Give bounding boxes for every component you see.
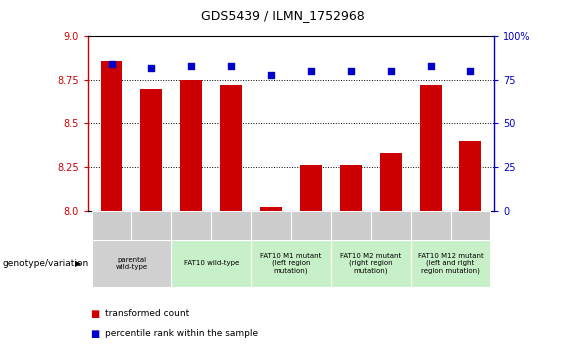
- Bar: [132, 211, 171, 240]
- Text: transformed count: transformed count: [105, 310, 189, 318]
- Bar: [411, 240, 490, 287]
- Bar: [450, 211, 490, 240]
- Point: [187, 63, 196, 69]
- Text: ■: ■: [90, 309, 99, 319]
- Bar: [220, 85, 242, 211]
- Bar: [141, 89, 162, 211]
- Bar: [260, 207, 282, 211]
- Point: [147, 65, 156, 70]
- Bar: [211, 211, 251, 240]
- Text: GDS5439 / ILMN_1752968: GDS5439 / ILMN_1752968: [201, 9, 364, 22]
- Bar: [101, 61, 123, 211]
- Text: FAT10 M1 mutant
(left region
mutation): FAT10 M1 mutant (left region mutation): [260, 253, 321, 274]
- Point: [386, 68, 395, 74]
- Point: [267, 72, 276, 78]
- Bar: [300, 165, 322, 211]
- Bar: [371, 211, 411, 240]
- Bar: [251, 240, 331, 287]
- Point: [227, 63, 236, 69]
- Bar: [459, 141, 481, 211]
- Point: [107, 61, 116, 67]
- Bar: [420, 85, 441, 211]
- Bar: [92, 240, 171, 287]
- Text: percentile rank within the sample: percentile rank within the sample: [105, 330, 258, 338]
- Bar: [340, 165, 362, 211]
- Point: [346, 68, 355, 74]
- Text: parental
wild-type: parental wild-type: [115, 257, 147, 270]
- Bar: [171, 240, 251, 287]
- Bar: [331, 211, 371, 240]
- Bar: [180, 80, 202, 211]
- Bar: [411, 211, 450, 240]
- Bar: [92, 211, 132, 240]
- Text: FAT10 M2 mutant
(right region
mutation): FAT10 M2 mutant (right region mutation): [340, 253, 401, 274]
- Point: [466, 68, 475, 74]
- Text: ■: ■: [90, 329, 99, 339]
- Point: [426, 63, 435, 69]
- Bar: [291, 211, 331, 240]
- Bar: [171, 211, 211, 240]
- Text: ▶: ▶: [75, 259, 82, 268]
- Text: FAT10 wild-type: FAT10 wild-type: [184, 260, 239, 266]
- Text: genotype/variation: genotype/variation: [3, 259, 89, 268]
- Bar: [380, 153, 402, 211]
- Bar: [331, 240, 411, 287]
- Bar: [251, 211, 291, 240]
- Text: FAT10 M12 mutant
(left and right
region mutation): FAT10 M12 mutant (left and right region …: [418, 253, 484, 274]
- Point: [306, 68, 315, 74]
